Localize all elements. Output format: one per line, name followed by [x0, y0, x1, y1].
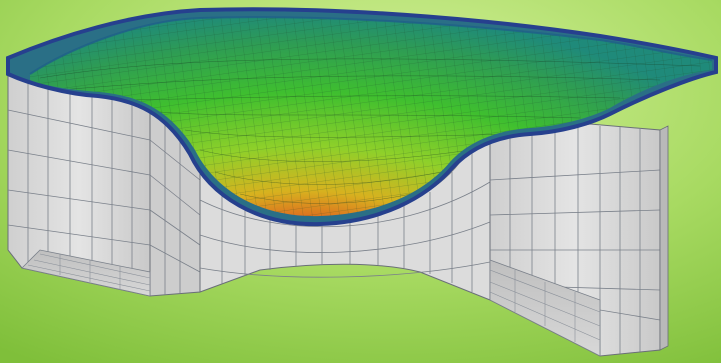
left-wall	[7, 59, 201, 297]
surface-rim	[29, 16, 713, 75]
